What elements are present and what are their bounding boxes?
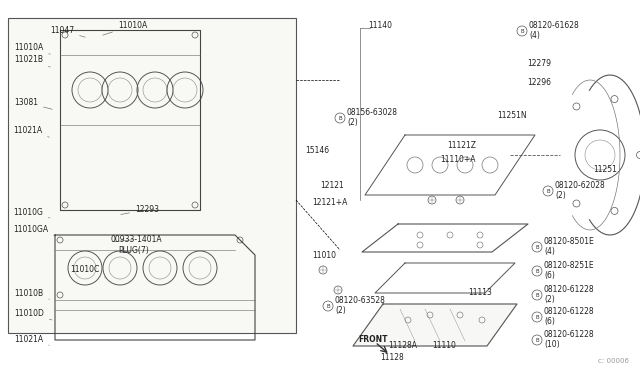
Text: 11251N: 11251N (497, 111, 527, 120)
Text: 13081: 13081 (14, 98, 52, 109)
Text: 11021A: 11021A (14, 335, 49, 345)
Text: 08120-62028: 08120-62028 (555, 181, 605, 190)
Text: 08120-8501E: 08120-8501E (544, 237, 595, 246)
Text: 11251: 11251 (593, 165, 617, 174)
Text: FRONT: FRONT (358, 335, 387, 344)
Text: PLUG(7): PLUG(7) (118, 246, 148, 255)
Text: 12293: 12293 (121, 205, 159, 215)
Text: B: B (535, 293, 539, 298)
Text: (4): (4) (529, 31, 540, 40)
Text: B: B (546, 189, 550, 194)
Text: 08120-63528: 08120-63528 (335, 296, 386, 305)
Text: 11010B: 11010B (14, 289, 49, 299)
Text: 08156-63028: 08156-63028 (347, 108, 398, 117)
Text: (2): (2) (347, 118, 358, 127)
Text: B: B (338, 116, 342, 121)
Text: B: B (520, 29, 524, 34)
Text: 12296: 12296 (527, 78, 551, 87)
Text: 11010: 11010 (312, 251, 336, 260)
Text: (10): (10) (544, 340, 559, 349)
Text: B: B (535, 315, 539, 320)
Text: 08120-8251E: 08120-8251E (544, 261, 595, 270)
Text: 11110: 11110 (432, 341, 456, 350)
Text: 11010D: 11010D (14, 309, 52, 320)
Text: 08120-61228: 08120-61228 (544, 285, 595, 294)
Text: 11010C: 11010C (70, 265, 105, 278)
Text: 11113: 11113 (468, 288, 492, 297)
Text: 11021A: 11021A (13, 126, 49, 137)
Text: 00933-1401A: 00933-1401A (110, 235, 162, 244)
Text: (4): (4) (544, 247, 555, 256)
Text: (6): (6) (544, 317, 555, 326)
Text: B: B (326, 304, 330, 309)
Text: 11010A: 11010A (102, 21, 147, 35)
Text: 08120-61628: 08120-61628 (529, 21, 580, 30)
Bar (8, 18, 296, 333)
Text: 12121: 12121 (320, 181, 344, 190)
Text: B: B (535, 338, 539, 343)
Text: (2): (2) (544, 295, 555, 304)
Text: 12121+A: 12121+A (312, 198, 348, 207)
Text: 11110+A: 11110+A (440, 155, 476, 164)
Text: B: B (535, 269, 539, 274)
Text: 11121Z: 11121Z (447, 141, 476, 150)
Text: (6): (6) (544, 271, 555, 280)
Polygon shape (353, 304, 517, 346)
Text: 11010G: 11010G (13, 208, 50, 218)
Text: B: B (535, 245, 539, 250)
Text: 12279: 12279 (527, 59, 551, 68)
Text: 11128A: 11128A (388, 341, 417, 350)
Text: (2): (2) (335, 306, 346, 315)
Text: 11047: 11047 (50, 26, 85, 37)
Text: 11010A: 11010A (14, 43, 51, 54)
Text: 08120-61228: 08120-61228 (544, 330, 595, 339)
Text: 11128: 11128 (380, 353, 404, 362)
Text: 11021B: 11021B (14, 55, 51, 67)
Text: (2): (2) (555, 191, 566, 200)
Text: 08120-61228: 08120-61228 (544, 307, 595, 316)
Text: 15146: 15146 (305, 146, 329, 155)
Text: c: 00006: c: 00006 (598, 358, 629, 364)
Text: 11010GA: 11010GA (13, 225, 55, 236)
Text: 11140: 11140 (368, 21, 392, 30)
